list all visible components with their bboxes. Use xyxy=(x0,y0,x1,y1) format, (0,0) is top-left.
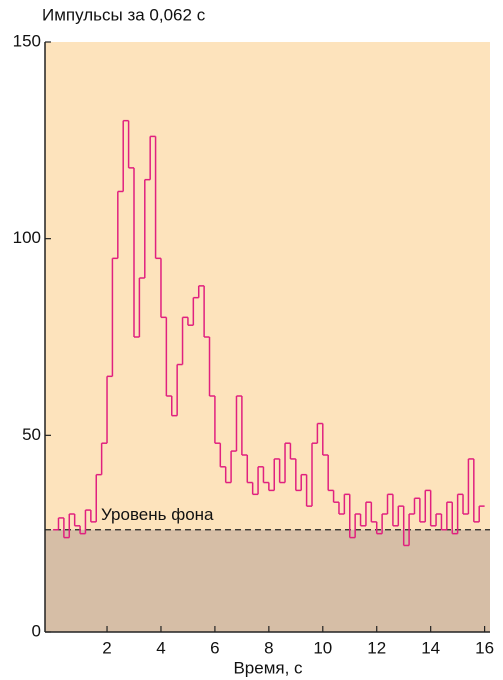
x-tick-label: 12 xyxy=(367,638,386,657)
y-tick-label: 0 xyxy=(32,621,41,640)
y-tick-label: 100 xyxy=(13,228,41,247)
annotation: Уровень фона xyxy=(101,505,214,524)
x-tick-label: 8 xyxy=(264,638,273,657)
chart-title: Импульсы за 0,062 с xyxy=(42,5,206,24)
x-tick-label: 14 xyxy=(421,638,440,657)
y-tick-label: 150 xyxy=(13,31,41,50)
background-region xyxy=(45,529,490,632)
x-tick-label: 10 xyxy=(313,638,332,657)
x-tick-label: 2 xyxy=(102,638,111,657)
x-tick-label: 6 xyxy=(210,638,219,657)
x-axis-label: Время, с xyxy=(233,658,303,677)
x-tick-label: 4 xyxy=(156,638,165,657)
y-tick-label: 50 xyxy=(22,425,41,444)
x-tick-label: 16 xyxy=(475,638,494,657)
